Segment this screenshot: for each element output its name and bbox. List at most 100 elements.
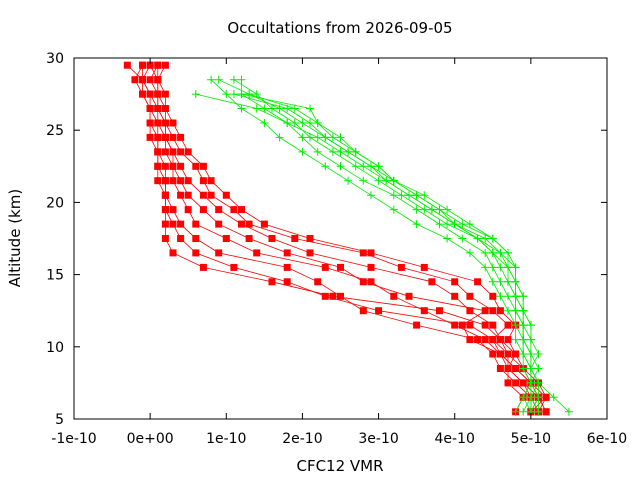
- data-point: [489, 336, 497, 344]
- data-point: [199, 206, 207, 214]
- data-point: [511, 306, 520, 315]
- data-point: [337, 292, 344, 300]
- data-point: [481, 307, 489, 315]
- data-point: [489, 350, 497, 358]
- series-15: [237, 90, 543, 416]
- data-point: [488, 248, 497, 257]
- data-point: [504, 350, 512, 358]
- data-point: [511, 407, 520, 416]
- data-point: [283, 249, 291, 257]
- data-point: [161, 105, 169, 112]
- tick-layer: -1e-10 0e+00 1e-10 2e-10 3e-10 4e-10 5e-10 6e-1…: [46, 51, 627, 447]
- data-point: [229, 75, 238, 84]
- data-point: [496, 248, 505, 257]
- data-point: [184, 148, 192, 156]
- data-point: [481, 248, 490, 257]
- data-point: [443, 220, 452, 229]
- data-point: [405, 292, 413, 300]
- data-point: [199, 162, 207, 170]
- data-point: [512, 365, 520, 372]
- data-point: [534, 350, 543, 358]
- data-point: [260, 104, 269, 113]
- plot-frame: [73, 57, 608, 420]
- data-point: [534, 364, 543, 373]
- data-point: [215, 206, 223, 214]
- data-point: [306, 249, 314, 257]
- data-point: [504, 277, 512, 286]
- data-point: [526, 364, 535, 373]
- data-point: [199, 177, 207, 185]
- data-point: [298, 133, 307, 142]
- data-point: [146, 61, 154, 69]
- data-point: [268, 104, 276, 113]
- data-point: [268, 235, 276, 242]
- data-point: [306, 235, 314, 242]
- data-point: [405, 191, 413, 200]
- data-point: [230, 206, 238, 214]
- data-point: [313, 119, 322, 127]
- data-point: [511, 321, 520, 330]
- data-point: [336, 147, 345, 156]
- data-point: [298, 119, 307, 127]
- data-point: [375, 307, 383, 315]
- series-16: [245, 90, 543, 416]
- data-point: [328, 147, 337, 156]
- series-8: [154, 61, 542, 416]
- data-point: [413, 321, 421, 329]
- data-point: [519, 306, 528, 315]
- x-tick-label: 5e-10: [511, 431, 551, 447]
- data-point: [230, 263, 238, 271]
- data-point: [359, 249, 367, 257]
- data-point: [489, 321, 497, 329]
- data-point: [519, 379, 527, 387]
- data-point: [465, 220, 474, 229]
- data-point: [458, 321, 466, 329]
- data-point: [161, 119, 169, 127]
- data-point: [146, 90, 154, 98]
- x-axis-title: CFC12 VMR: [296, 457, 383, 475]
- data-point: [389, 191, 398, 200]
- data-point: [344, 176, 353, 185]
- data-point: [199, 263, 207, 271]
- data-point: [275, 133, 284, 142]
- data-point: [466, 336, 474, 344]
- data-point: [207, 177, 215, 185]
- data-point: [481, 321, 489, 329]
- data-point: [359, 162, 368, 171]
- data-point: [466, 321, 474, 329]
- data-point: [192, 249, 200, 257]
- data-point: [428, 278, 436, 286]
- data-point: [139, 61, 146, 69]
- data-point: [313, 133, 322, 142]
- data-point: [139, 76, 146, 84]
- data-point: [161, 90, 169, 98]
- data-point: [489, 292, 497, 300]
- data-point: [177, 220, 185, 228]
- x-tick-label: 6e-10: [587, 431, 627, 447]
- data-point: [496, 365, 504, 372]
- data-point: [374, 176, 383, 185]
- data-point: [435, 205, 444, 214]
- data-point: [519, 335, 528, 344]
- data-point: [359, 176, 368, 185]
- x-tick-label: 1e-10: [206, 431, 246, 447]
- data-point: [238, 206, 245, 214]
- data-point: [511, 292, 520, 301]
- data-point: [237, 90, 246, 99]
- data-point: [504, 292, 512, 301]
- data-point: [542, 393, 550, 401]
- chart-title: Occultations from 2026-09-05: [227, 19, 452, 37]
- data-point: [260, 220, 268, 228]
- x-tick-label: 0e+00: [127, 431, 174, 447]
- x-tick-label: -1e-10: [51, 431, 96, 447]
- data-point: [222, 90, 231, 99]
- data-point: [291, 235, 299, 242]
- y-tick-label: 25: [46, 123, 64, 139]
- data-point: [526, 378, 535, 387]
- data-point: [367, 249, 375, 257]
- data-point: [245, 90, 254, 99]
- data-point: [161, 148, 169, 156]
- data-point: [504, 379, 512, 387]
- series-line: [233, 79, 532, 412]
- y-axis-title: Altitude (km): [6, 189, 24, 287]
